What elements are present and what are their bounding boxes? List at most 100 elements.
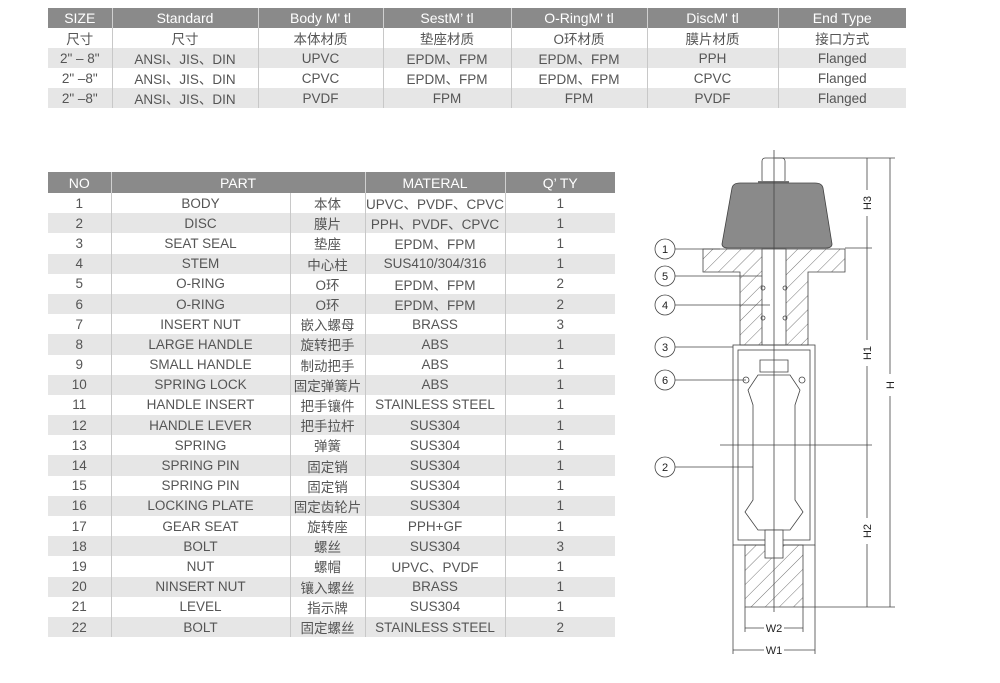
part-qty: 1 bbox=[505, 415, 616, 436]
part-name-cn: 嵌入螺母 bbox=[290, 314, 366, 335]
part-name-cn: 本体 bbox=[290, 193, 366, 214]
part-material: SUS304 bbox=[365, 596, 506, 617]
callout-label: 6 bbox=[662, 375, 668, 387]
part-name: NINSERT NUT bbox=[111, 576, 291, 597]
part-no: 6 bbox=[48, 293, 112, 315]
part-name: BODY bbox=[111, 193, 291, 214]
part-name-cn: 固定销 bbox=[290, 455, 366, 476]
part-qty: 1 bbox=[505, 374, 616, 395]
table-row: 3 SEAT SEAL 垫座 EPDM、FPM 1 bbox=[48, 233, 615, 254]
spec-cell: 本体材质 bbox=[258, 28, 384, 48]
spec-cell: 2" –8" bbox=[48, 88, 113, 108]
part-material: ABS bbox=[365, 374, 506, 395]
spec-cell: 2" – 8" bbox=[48, 48, 113, 68]
part-material: SUS304 bbox=[365, 536, 506, 557]
part-no: 19 bbox=[48, 556, 112, 577]
table-row: 2" – 8" ANSI、JIS、DIN UPVC EPDM、FPM EPDM、FPM P… bbox=[48, 48, 906, 68]
table-row: 2" –8" ANSI、JIS、DIN CPVC EPDM、FPM EPDM、FPM CP… bbox=[48, 68, 906, 88]
part-name: HANDLE LEVER bbox=[111, 415, 291, 436]
part-material: BRASS bbox=[365, 314, 506, 335]
part-name-cn: 指示牌 bbox=[290, 596, 366, 617]
part-name: LARGE HANDLE bbox=[111, 334, 291, 355]
part-name: HANDLE INSERT bbox=[111, 394, 291, 416]
part-qty: 3 bbox=[505, 536, 616, 557]
spec-cell: 膜片材质 bbox=[647, 28, 779, 48]
spec-cell: UPVC bbox=[258, 48, 384, 68]
table-row: 18 BOLT 螺丝 SUS304 3 bbox=[48, 536, 616, 557]
part-no: 16 bbox=[48, 495, 112, 516]
part-qty: 1 bbox=[505, 213, 616, 234]
spec-cell: EPDM、FPM bbox=[383, 68, 512, 88]
part-qty: 1 bbox=[556, 437, 565, 453]
table-row: 16 LOCKING PLATE 固定齿轮片 SUS304 1 bbox=[48, 495, 616, 516]
spec-cell: Flanged bbox=[778, 48, 906, 68]
spec-cell: EPDM、FPM bbox=[511, 48, 648, 68]
spec-header-cell: SestM’ tl bbox=[383, 8, 512, 28]
spec-cell: FPM bbox=[511, 88, 648, 108]
callout-label: 5 bbox=[662, 271, 668, 283]
part-name: SPRING LOCK bbox=[111, 374, 291, 395]
part-no: 1 bbox=[48, 193, 112, 214]
part-material: PPH+GF bbox=[365, 516, 506, 537]
spec-table: SIZE Standard Body M' tl SestM’ tl O-RingM' … bbox=[48, 8, 906, 108]
part-name-cn: 垫座 bbox=[290, 233, 366, 254]
table-row: 20 NINSERT NUT 镶入螺丝 BRASS 1 bbox=[48, 576, 616, 597]
spec-cell: EPDM、FPM bbox=[383, 48, 512, 68]
part-no: 20 bbox=[48, 576, 112, 597]
part-qty: 2 bbox=[505, 293, 616, 315]
table-row: 8 LARGE HANDLE 旋转把手 ABS 1 bbox=[48, 334, 616, 355]
part-qty: 1 bbox=[556, 357, 565, 373]
part-no: 3 bbox=[48, 233, 112, 254]
callout-4: 4 bbox=[654, 294, 770, 316]
spec-header-cell: End Type bbox=[778, 8, 906, 28]
part-material: SUS304 bbox=[365, 435, 506, 456]
part-name-cn: 镶入螺丝 bbox=[290, 576, 366, 597]
part-qty: 1 bbox=[505, 334, 616, 355]
part-qty: 1 bbox=[556, 518, 565, 534]
dim-h2: H2 bbox=[862, 524, 874, 538]
part-no: 14 bbox=[48, 455, 112, 476]
part-name-cn: 固定弹簧片 bbox=[290, 374, 366, 395]
part-qty: 2 bbox=[505, 616, 616, 638]
part-material: SUS304 bbox=[365, 495, 506, 516]
part-qty: 1 bbox=[505, 253, 616, 274]
part-name: O-RING bbox=[111, 273, 291, 294]
spec-cell: ANSI、JIS、DIN bbox=[112, 68, 259, 88]
callout-label: 1 bbox=[662, 244, 668, 256]
spec-cell: CPVC bbox=[647, 68, 779, 88]
part-qty: 1 bbox=[505, 576, 616, 597]
part-name: NUT bbox=[111, 556, 291, 577]
part-name-cn: 膜片 bbox=[290, 213, 366, 234]
spec-header-cell: SIZE bbox=[48, 8, 113, 28]
dim-w2: W2 bbox=[766, 623, 783, 635]
parts-header-cell: MATERAL bbox=[365, 172, 506, 193]
part-name-cn: O环 bbox=[290, 293, 366, 315]
part-name: STEM bbox=[111, 253, 291, 274]
part-material: EPDM、FPM bbox=[365, 293, 506, 315]
part-material: PPH、PVDF、CPVC bbox=[365, 213, 506, 234]
table-row: 4 STEM 中心柱 SUS410/304/316 1 bbox=[48, 253, 616, 274]
part-material: UPVC、PVDF、CPVC bbox=[365, 193, 506, 214]
spec-cell: 接口方式 bbox=[815, 32, 870, 47]
part-name-cn: 固定齿轮片 bbox=[290, 495, 366, 516]
part-no: 2 bbox=[48, 213, 112, 234]
spec-cell: 尺寸 bbox=[48, 28, 113, 48]
table-row: 6 O-RING O环 EPDM、FPM 2 bbox=[48, 293, 616, 315]
part-name-cn: 弹簧 bbox=[290, 435, 366, 456]
part-name-cn: O环 bbox=[290, 273, 366, 294]
part-no: 10 bbox=[48, 374, 112, 395]
part-name-cn: 螺丝 bbox=[290, 536, 366, 557]
part-material: EPDM、FPM bbox=[365, 233, 506, 254]
callout-label: 4 bbox=[662, 300, 668, 312]
part-no: 15 bbox=[48, 475, 112, 496]
table-row: 13 SPRING 弹簧 SUS304 1 bbox=[48, 435, 615, 456]
table-row: 2 DISC 膜片 PPH、PVDF、CPVC 1 bbox=[48, 213, 616, 234]
part-material: ABS bbox=[365, 354, 506, 375]
part-material: STAINLESS STEEL bbox=[365, 616, 506, 638]
part-no: 13 bbox=[48, 435, 112, 456]
part-no: 9 bbox=[48, 354, 112, 375]
part-qty: 1 bbox=[505, 455, 616, 476]
table-row: 9 SMALL HANDLE 制动把手 ABS 1 bbox=[48, 354, 615, 375]
table-row: 尺寸 尺寸 本体材质 垫座材质 O环材质 膜片材质 接口方式 bbox=[48, 28, 906, 48]
part-name: SPRING bbox=[111, 435, 291, 456]
